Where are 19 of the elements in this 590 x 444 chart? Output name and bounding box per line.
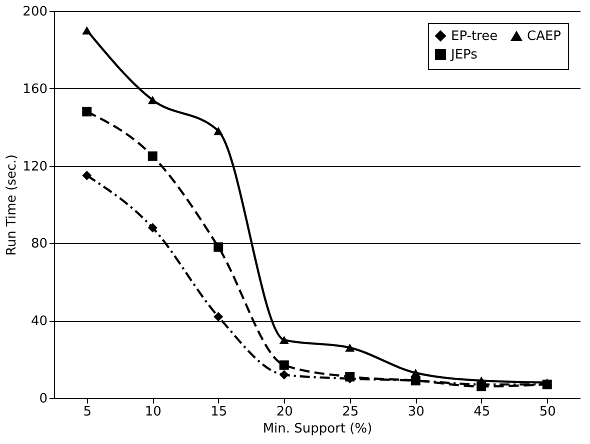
y-tick-label: 40 bbox=[30, 314, 48, 330]
x-tick-label: 10 bbox=[144, 404, 162, 420]
x-tick-label: 25 bbox=[342, 404, 359, 420]
legend-label: JEPs bbox=[450, 48, 478, 62]
y-tick-label: 80 bbox=[30, 236, 48, 252]
x-tick-label: 5 bbox=[83, 404, 92, 420]
x-tick-label: 45 bbox=[474, 404, 490, 420]
legend-label: CAEP bbox=[527, 29, 562, 44]
y-tick-label: 200 bbox=[22, 4, 48, 20]
x-tick-label: 30 bbox=[408, 404, 424, 420]
y-tick-label: 160 bbox=[22, 82, 48, 97]
y-tick-label: 0 bbox=[39, 392, 48, 406]
x-tick-label: 15 bbox=[210, 404, 228, 420]
x-tick-label: 50 bbox=[539, 404, 556, 420]
x-tick-label: 20 bbox=[276, 404, 293, 420]
x-axis-title: Min. Support (%) bbox=[262, 422, 372, 436]
y-axis-title: Run Time (sec.) bbox=[4, 154, 20, 256]
legend-label: EP-tree bbox=[451, 28, 498, 44]
y-tick-label: 120 bbox=[22, 159, 48, 174]
